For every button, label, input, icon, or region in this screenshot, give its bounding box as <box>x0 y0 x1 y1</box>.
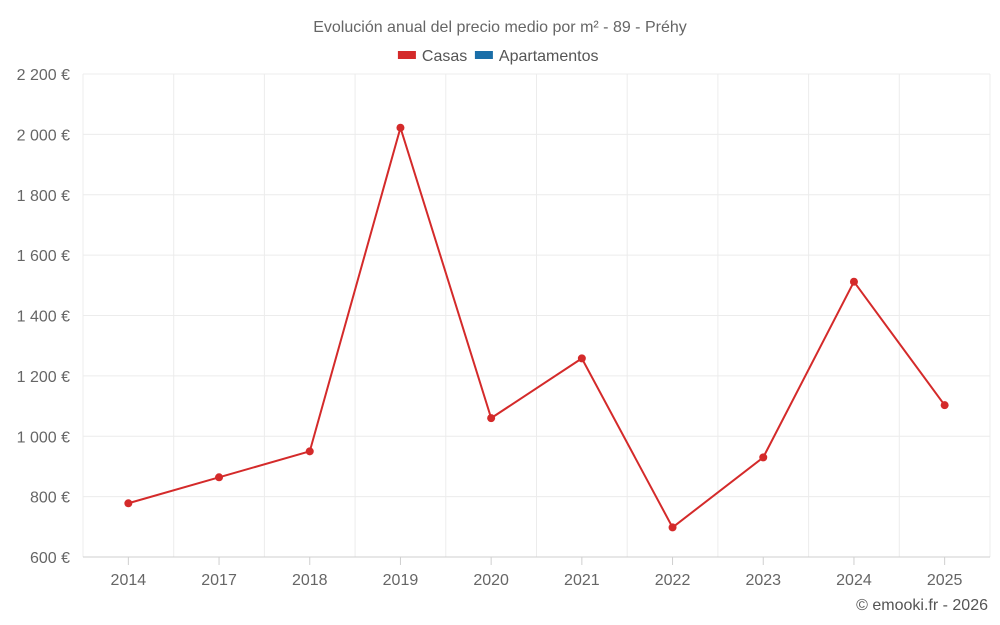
x-tick-label: 2019 <box>383 572 419 589</box>
y-tick-label: 1 600 € <box>17 248 70 265</box>
data-point <box>849 277 858 286</box>
y-tick-label: 1 400 € <box>17 309 70 326</box>
legend: Casas Apartamentos <box>397 48 599 65</box>
x-tick-label: 2021 <box>564 572 600 589</box>
y-tick-label: 1 200 € <box>17 369 70 386</box>
x-tick-label: 2023 <box>745 572 781 589</box>
x-axis: 2014 2017 2018 2019 2020 2021 2022 2023 2024 2025 <box>83 556 990 589</box>
x-tick-label: 2022 <box>655 572 691 589</box>
data-point <box>577 354 586 363</box>
data-point <box>940 401 949 410</box>
data-point <box>215 473 224 482</box>
y-tick-label: 1 800 € <box>17 188 70 205</box>
data-point <box>124 499 133 508</box>
chart-title: Evolución anual del precio medio por m² … <box>313 19 687 36</box>
series-line-casas <box>128 126 946 529</box>
series-layer <box>124 123 949 532</box>
data-point <box>668 523 677 532</box>
grid <box>82 73 991 558</box>
legend-label-casas: Casas <box>422 48 467 65</box>
y-tick-label: 800 € <box>30 490 70 507</box>
legend-swatch-apartamentos <box>474 51 493 59</box>
legend-swatch-casas <box>397 51 416 59</box>
legend-label-apartamentos: Apartamentos <box>499 48 599 65</box>
x-tick-label: 2020 <box>473 572 509 589</box>
x-tick-label: 2014 <box>111 572 147 589</box>
y-tick-label: 2 200 € <box>17 67 70 84</box>
x-tick-label: 2017 <box>201 572 237 589</box>
data-point <box>396 123 405 132</box>
x-tick-label: 2024 <box>836 572 872 589</box>
y-tick-label: 1 000 € <box>17 429 70 446</box>
data-point <box>759 453 768 462</box>
y-tick-label: 2 000 € <box>17 127 70 144</box>
data-point <box>305 447 314 456</box>
credit-text: © emooki.fr - 2026 <box>856 597 988 614</box>
data-point <box>487 414 496 423</box>
y-tick-label: 600 € <box>30 550 70 567</box>
x-tick-label: 2025 <box>927 572 963 589</box>
y-axis: 600 € 800 € 1 000 € 1 200 € 1 400 € 1 600 € 1 … <box>17 67 70 567</box>
x-tick-label: 2018 <box>292 572 328 589</box>
